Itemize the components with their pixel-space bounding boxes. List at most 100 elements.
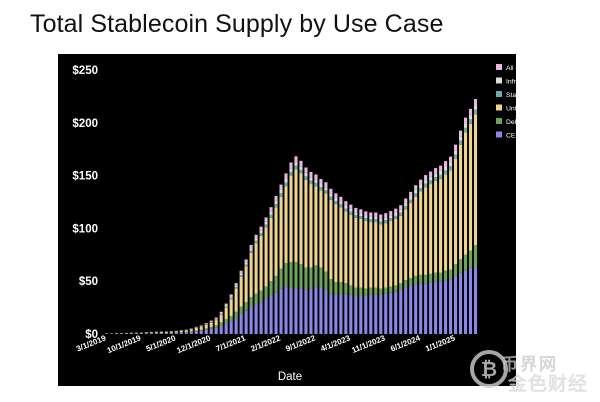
bar-segment-cex-18 bbox=[194, 331, 198, 334]
bar-segment-stablecoin-issuers-31 bbox=[259, 233, 263, 236]
bar-segment-cex-32 bbox=[264, 299, 268, 334]
bar-segment-infrastructure-34 bbox=[274, 200, 278, 205]
bar-segment-infrastructure-26 bbox=[234, 285, 238, 288]
bar-segment-all-others-21 bbox=[209, 320, 213, 322]
bar-segment-cex-73 bbox=[468, 268, 473, 334]
bar-segment-cex-34 bbox=[274, 292, 278, 334]
bar-segment-defi-71 bbox=[459, 259, 463, 273]
bar-segment-untagged-applications-54 bbox=[374, 222, 378, 288]
bar-segment-untagged-applications-61 bbox=[409, 203, 413, 279]
legend-label: Stablecoin Issuers bbox=[506, 92, 562, 99]
y-tick-label: $250 bbox=[72, 65, 98, 77]
bar-segment-cex-14 bbox=[174, 332, 178, 334]
bar-segment-stablecoin-issuers-40 bbox=[304, 176, 308, 180]
bar-segment-stablecoin-issuers-24 bbox=[224, 306, 228, 308]
bar-segment-defi-29 bbox=[249, 297, 253, 307]
bar-segment-untagged-applications-51 bbox=[359, 218, 363, 288]
bar-segment-all-others-38 bbox=[294, 156, 298, 162]
watermark-logo: ₿ bbox=[470, 350, 508, 388]
bar-segment-cex-37 bbox=[289, 287, 293, 334]
bar-segment-cex-43 bbox=[319, 287, 323, 334]
bar-segment-untagged-applications-43 bbox=[319, 190, 323, 268]
bar-segment-defi-67 bbox=[439, 272, 443, 282]
bar-segment-defi-60 bbox=[404, 280, 408, 288]
bar-segment-all-others-45 bbox=[329, 188, 333, 194]
bar-segment-untagged-applications-36 bbox=[284, 186, 288, 264]
bar-segment-cex-17 bbox=[189, 331, 193, 334]
bar-segment-untagged-applications-63 bbox=[419, 191, 423, 275]
bar-segment-cex-53 bbox=[369, 294, 373, 334]
bar-segment-defi-41 bbox=[309, 267, 313, 289]
bar-segment-untagged-applications-34 bbox=[274, 207, 278, 276]
bar-segment-cex-11 bbox=[159, 333, 163, 334]
bar-segment-all-others-57 bbox=[389, 211, 393, 216]
bar-segment-untagged-applications-33 bbox=[269, 217, 273, 282]
bar-segment-all-others-72 bbox=[463, 117, 468, 124]
legend-swatch bbox=[496, 64, 502, 70]
bar-segment-cex-9 bbox=[149, 333, 153, 334]
bar-segment-untagged-applications-25 bbox=[229, 299, 233, 317]
bar-segment-infrastructure-35 bbox=[279, 189, 283, 194]
bar-segment-cex-70 bbox=[454, 275, 458, 334]
bar-segment-stablecoin-issuers-38 bbox=[294, 165, 298, 170]
bar-segment-infrastructure-45 bbox=[329, 193, 333, 197]
bar-segment-defi-30 bbox=[254, 293, 258, 305]
bar-segment-infrastructure-52 bbox=[364, 215, 368, 219]
bar-segment-all-others-68 bbox=[444, 161, 448, 167]
bar-segment-infrastructure-27 bbox=[239, 273, 243, 276]
bar-segment-all-others-73 bbox=[468, 108, 473, 115]
bar-segment-untagged-applications-52 bbox=[364, 221, 368, 289]
bar-segment-cex-16 bbox=[184, 332, 188, 334]
bar-segment-stablecoin-issuers-70 bbox=[454, 154, 458, 159]
bar-segment-cex-15 bbox=[179, 332, 183, 334]
bar-segment-infrastructure-37 bbox=[289, 168, 293, 172]
bar-segment-infrastructure-54 bbox=[374, 216, 378, 220]
bar-segment-defi-40 bbox=[304, 267, 308, 290]
bar-segment-defi-57 bbox=[389, 286, 393, 293]
bar-segment-stablecoin-issuers-61 bbox=[409, 199, 413, 204]
bar-segment-untagged-applications-67 bbox=[439, 178, 443, 273]
bar-segment-cex-68 bbox=[444, 280, 448, 334]
bar-segment-all-others-42 bbox=[314, 174, 318, 180]
bar-segment-defi-28 bbox=[244, 302, 248, 311]
bar-segment-infrastructure-36 bbox=[284, 178, 288, 183]
bar-segment-all-others-33 bbox=[269, 207, 273, 212]
bar-segment-untagged-applications-73 bbox=[468, 123, 473, 251]
bar-segment-all-others-36 bbox=[284, 173, 288, 179]
bar-segment-untagged-applications-60 bbox=[404, 209, 408, 281]
bar-segment-cex-19 bbox=[199, 330, 203, 334]
bar-segment-all-others-52 bbox=[364, 211, 368, 216]
bar-segment-defi-23 bbox=[219, 322, 223, 326]
bar-segment-infrastructure-61 bbox=[409, 196, 413, 200]
bar-segment-cex-63 bbox=[419, 283, 423, 334]
bar-segment-stablecoin-issuers-43 bbox=[319, 187, 323, 191]
bar-segment-defi-49 bbox=[349, 285, 353, 295]
bar-segment-untagged-applications-66 bbox=[434, 180, 438, 273]
bar-segment-infrastructure-71 bbox=[459, 136, 463, 141]
bar-segment-infrastructure-40 bbox=[304, 172, 308, 177]
bar-segment-cex-44 bbox=[324, 289, 328, 334]
bar-segment-infrastructure-74 bbox=[473, 105, 478, 110]
y-axis-label: Amount ($Bns) bbox=[43, 167, 55, 240]
bar-segment-stablecoin-issuers-57 bbox=[389, 218, 393, 222]
bar-segment-untagged-applications-68 bbox=[444, 174, 448, 271]
y-tick-label: $100 bbox=[72, 223, 98, 235]
bar-segment-cex-33 bbox=[269, 295, 273, 334]
bar-segment-untagged-applications-18 bbox=[194, 327, 198, 331]
legend-swatch bbox=[496, 104, 502, 111]
y-axis: $0 $50 $100 $150 $200 $250 bbox=[72, 65, 98, 341]
bar-segment-cex-45 bbox=[329, 293, 333, 334]
bar-segment-all-others-54 bbox=[374, 212, 378, 217]
bar-segment-all-others-61 bbox=[409, 191, 413, 197]
legend-label: All Others bbox=[506, 65, 536, 72]
bar-segment-infrastructure-44 bbox=[324, 187, 328, 191]
bar-segment-cex-23 bbox=[219, 325, 223, 334]
bar-segment-infrastructure-32 bbox=[264, 221, 268, 225]
bar-segment-untagged-applications-40 bbox=[304, 179, 308, 268]
bar-segment-cex-24 bbox=[224, 323, 228, 334]
bar-segment-untagged-applications-35 bbox=[279, 196, 283, 269]
bar-segment-all-others-41 bbox=[309, 172, 313, 178]
bar-segment-cex-64 bbox=[424, 283, 428, 334]
bar-segment-cex-67 bbox=[439, 281, 443, 334]
bar-segment-infrastructure-49 bbox=[349, 208, 353, 212]
